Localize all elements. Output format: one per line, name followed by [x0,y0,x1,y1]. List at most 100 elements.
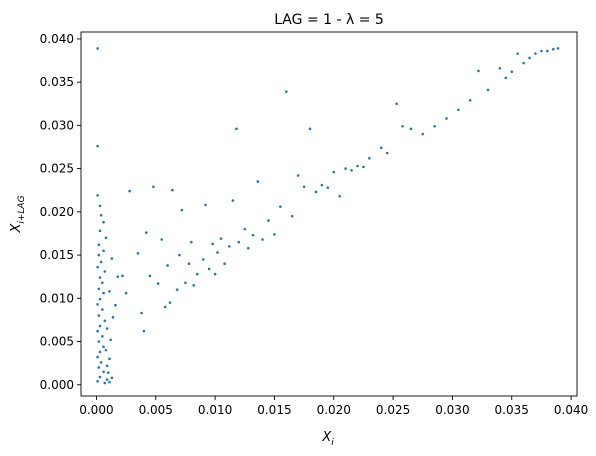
scatter-point-0-111 [401,124,404,128]
scatter-point-0-112 [409,127,413,131]
scatter-point-0-29 [96,355,99,359]
scatter-point-0-35 [103,381,107,385]
scatter-point-0-89 [261,238,264,241]
scatter-point-0-103 [344,167,347,170]
chart-title: LAG = 1 - λ = 5 [274,12,384,28]
scatter-point-0-108 [379,146,383,150]
scatter-point-0-54 [140,311,143,315]
scatter-point-0-78 [216,251,219,254]
scatter-point-0-40 [105,364,109,368]
scatter-point-0-14 [98,276,102,279]
scatter-point-0-69 [187,262,191,266]
scatter-point-0-1 [96,144,99,148]
scatter-point-0-76 [211,242,215,246]
scatter-point-0-77 [213,272,217,276]
scatter-point-0-127 [540,49,543,53]
scatter-point-0-3 [98,204,102,208]
scatter-point-0-61 [163,305,167,309]
scatter-point-0-87 [251,233,255,237]
x-tick-label-1: 0.005 [139,403,173,417]
y-tick-label-5: 0.025 [40,162,74,176]
scatter-point-0-97 [308,127,312,131]
scatter-point-0-5 [102,220,105,224]
y-tick-label-1: 0.005 [40,335,74,349]
scatter-point-0-65 [175,288,179,291]
scatter-point-0-71 [192,284,196,287]
scatter-point-0-115 [445,117,448,120]
scatter-point-0-95 [296,174,300,177]
scatter-point-0-107 [368,156,371,160]
scatter-point-0-48 [116,275,120,278]
scatter-point-0-37 [108,380,111,384]
scatter-point-0-82 [231,199,235,202]
scatter-point-0-62 [166,264,169,267]
x-tick-label-8: 0.040 [554,403,588,417]
scatter-point-0-125 [528,56,531,60]
scatter-point-0-70 [190,240,193,244]
scatter-point-0-91 [273,233,276,236]
y-tick-label-3: 0.015 [40,248,74,262]
scatter-point-0-33 [98,375,102,379]
scatter-point-0-11 [99,260,103,264]
scatter-point-0-9 [102,249,105,253]
scatter-point-0-113 [421,132,425,136]
scatter-point-0-79 [219,237,223,240]
scatter-point-0-117 [468,99,472,102]
scatter-point-0-45 [111,316,115,319]
scatter-point-0-0 [96,47,99,50]
x-tick-label-7: 0.035 [495,403,529,417]
y-axis-label-subscript: i+LAG [17,195,27,223]
scatter-point-0-124 [522,61,525,65]
scatter-point-0-16 [97,287,101,291]
scatter-point-0-66 [178,253,181,257]
scatter-point-0-126 [534,52,537,55]
scatter-point-0-28 [98,350,102,354]
scatter-point-0-19 [96,303,99,306]
scatter-point-0-100 [326,186,330,189]
scatter-point-0-94 [290,214,294,218]
x-axis-label: Xi [321,430,334,448]
x-axis-label-base: X [321,430,332,445]
scatter-point-0-17 [102,291,105,295]
scatter-point-0-83 [235,127,238,131]
scatter-point-0-58 [152,185,155,189]
scatter-point-0-12 [96,265,99,269]
scatter-point-0-129 [551,47,555,51]
scatter-point-0-13 [103,270,107,273]
scatter-point-0-75 [207,267,211,271]
y-axis-ticks: 0.000 0.005 0.010 0.015 0.020 0.025 0.030 0.035… [40,32,81,392]
scatter-point-0-31 [97,366,101,369]
scatter-point-0-90 [267,219,270,222]
y-tick-label-8: 0.040 [40,32,74,46]
scatter-point-0-104 [350,169,353,172]
scatter-point-0-26 [97,340,101,343]
scatter-point-0-80 [223,262,226,266]
scatter-point-0-8 [97,243,101,246]
scatter-point-0-46 [114,303,117,307]
scatter-point-0-47 [108,290,111,293]
scatter-point-0-50 [121,274,124,278]
x-axis-ticks: 0.000 0.005 0.010 0.015 0.020 0.025 0.030 0.035… [79,396,588,417]
scatter-point-0-20 [101,308,104,311]
x-tick-label-0: 0.000 [79,403,113,417]
x-tick-label-4: 0.020 [317,403,351,417]
scatter-point-0-52 [128,189,131,193]
scatter-point-0-122 [510,70,514,74]
x-tick-label-2: 0.010 [198,403,232,417]
scatter-point-0-110 [395,102,398,106]
scatter-point-0-38 [110,376,114,380]
scatter-point-0-63 [168,301,172,304]
scatter-point-0-81 [228,245,231,248]
scatter-point-0-116 [457,108,460,112]
scatter-point-0-96 [302,185,306,189]
scatter-point-0-22 [103,319,107,323]
x-axis-label-subscript: i [331,438,334,448]
y-axis-label-base: X [9,223,24,234]
scatter-point-0-92 [279,205,282,208]
scatter-point-0-57 [148,274,152,278]
scatter-point-0-34 [96,380,99,383]
scatter-point-0-60 [160,238,163,241]
scatter-point-0-56 [144,231,148,234]
